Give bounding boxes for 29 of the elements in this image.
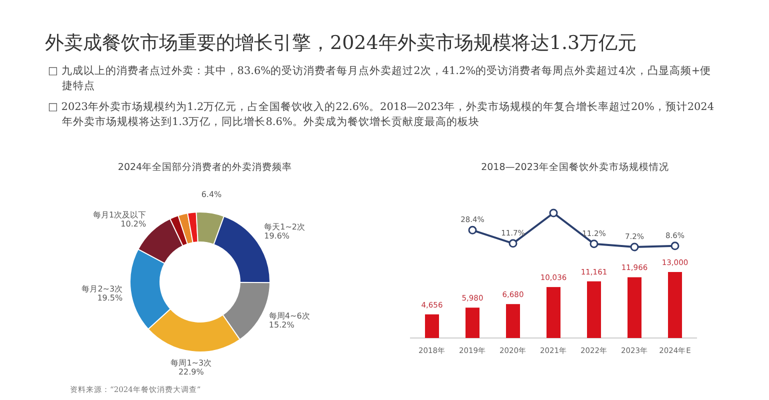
- slice-label: 每天1~2次: [264, 222, 305, 232]
- point: [508, 239, 518, 248]
- bar: [628, 277, 642, 338]
- bar: [425, 314, 439, 338]
- data-label: 19.6%: [264, 232, 290, 241]
- data-label: 10.2%: [120, 220, 146, 229]
- slice-label: 每月2~3次: [82, 284, 123, 294]
- slice-label: 每月1次及以下: [93, 210, 146, 220]
- slice-label: 每周1~3次: [170, 358, 212, 368]
- data-label: 19.5%: [97, 294, 123, 303]
- text: □ 2023年外卖市场规模约为1.2万亿元，占全国餐饮收入的22.6%。2018—2023年，外卖市场规模的年复合增长率超过20%，预计2024年外卖市场规模将达到1.3万亿，同比增长8.6%。外卖成为餐饮增长贡献度最高的板块: [48, 100, 716, 130]
- chart-title: 2018—2023年全国餐饮外卖市场规模情况: [481, 161, 669, 173]
- point: [670, 242, 680, 250]
- bar: [668, 272, 682, 338]
- data-label: 6.4%: [201, 190, 222, 199]
- slice-label: 每周4~6次: [268, 312, 310, 321]
- point: [468, 226, 477, 234]
- text: □ 九成以上的消费者点过外卖：其中，83.6%的受访消费者每月点外卖超过2次，41.2%的受访消费者每周点外卖超过4次，凸显高频+便捷特点: [48, 64, 712, 94]
- bar: [587, 281, 601, 338]
- point: [549, 208, 558, 218]
- bar: [466, 308, 480, 338]
- bar: [506, 304, 520, 338]
- point: [590, 240, 598, 248]
- text: 外卖成餐饮市场重要的增长引擎，2024年外卖市场规模将达1.3万亿元: [45, 31, 638, 56]
- bar: [546, 287, 560, 338]
- chart-title: 2024年全国部分消费者的外卖消费频率: [118, 161, 292, 173]
- data-label: 22.9%: [178, 368, 204, 376]
- point: [630, 242, 639, 252]
- data-label: 15.2%: [268, 320, 295, 330]
